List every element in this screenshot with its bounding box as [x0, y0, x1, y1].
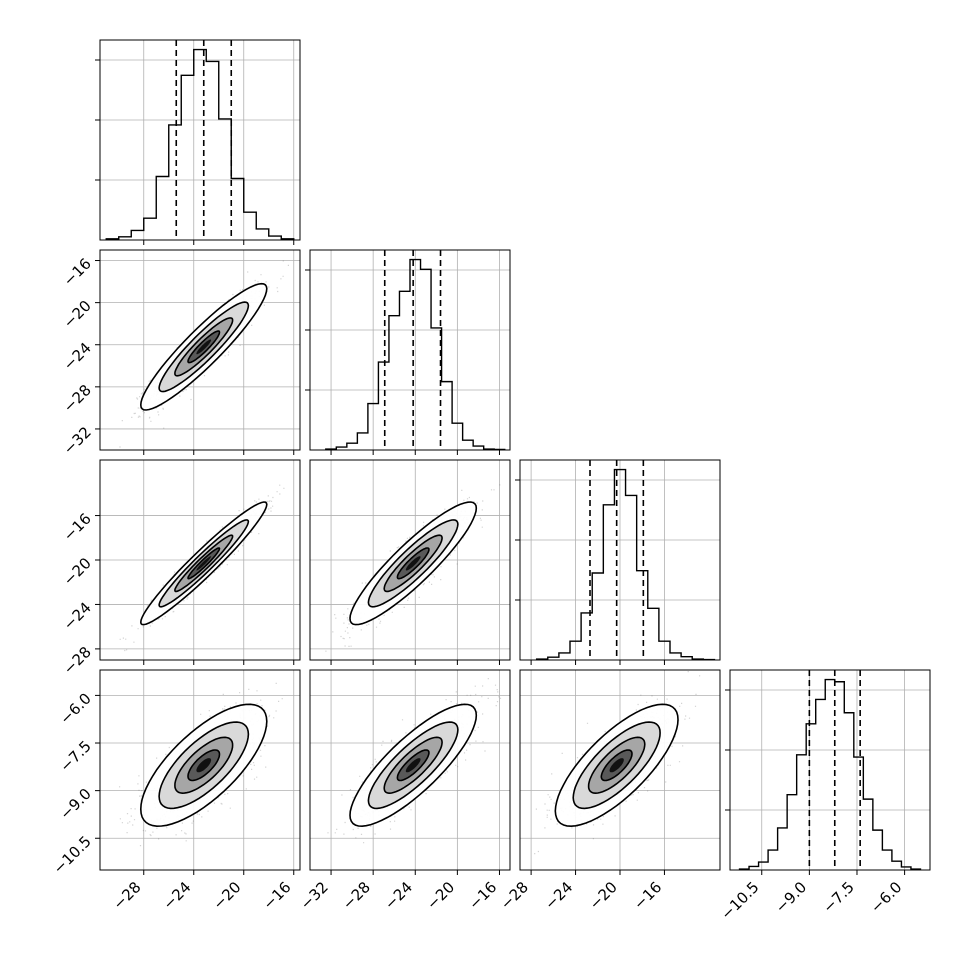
axes-frame	[729, 669, 931, 871]
density-contour	[349, 501, 478, 626]
x-tick-label: −16	[465, 878, 500, 913]
density-layer	[327, 678, 502, 844]
axes-frame	[99, 669, 301, 871]
density-contour	[600, 749, 633, 782]
density-contour	[174, 534, 234, 593]
y-tick-label: −20	[60, 554, 95, 589]
y-tick-label: −24	[60, 339, 95, 374]
density-layer	[119, 460, 300, 652]
histogram-panel-4	[725, 669, 931, 871]
density-contour	[367, 519, 459, 608]
density-contour	[554, 703, 679, 828]
histogram-step	[535, 468, 716, 661]
y-tick-label: −16	[60, 255, 95, 290]
x-tick-label: −6.0	[867, 878, 905, 916]
axes-frame	[309, 459, 511, 661]
density-contour	[383, 736, 443, 795]
histogram-panel-1	[95, 39, 301, 241]
density-fill	[609, 758, 624, 773]
histogram-panel-2	[305, 249, 511, 451]
histogram-step	[325, 258, 506, 451]
y-tick-label: −7.5	[56, 737, 94, 775]
y-tick-label: −10.5	[50, 832, 95, 877]
x-tick-label: −28	[109, 878, 144, 913]
x-tick-label: −9.0	[772, 878, 810, 916]
density-contour	[139, 501, 268, 626]
histogram-step	[738, 678, 922, 870]
x-tick-label: −16	[259, 878, 294, 913]
density-contour	[587, 736, 646, 795]
x-tick-label: −24	[381, 878, 416, 913]
axes-frame	[99, 249, 301, 451]
x-tick-label: −32	[297, 878, 332, 913]
y-tick-label: −28	[60, 381, 95, 416]
scatter-panel-3-2	[309, 459, 511, 661]
histogram-panel-3	[515, 459, 721, 661]
y-tick-label: −6.0	[56, 689, 94, 727]
y-tick-label: −16	[60, 510, 95, 545]
density-layer	[534, 671, 701, 855]
scatter-panel-2-1	[99, 249, 301, 451]
axes-frame	[309, 249, 511, 451]
density-contour	[139, 282, 268, 411]
density-contour	[158, 721, 250, 810]
density-contour	[383, 534, 443, 593]
y-tick-label: −32	[60, 423, 95, 458]
density-contour	[349, 703, 478, 828]
density-contour	[187, 547, 221, 580]
scatter-panel-4-2	[309, 669, 511, 871]
density-fill	[405, 758, 421, 773]
density-layer	[325, 484, 501, 652]
y-tick-label: −20	[60, 297, 95, 332]
density-contour	[187, 330, 221, 364]
y-tick-label: −28	[60, 643, 95, 678]
scatter-panel-3-1	[99, 459, 301, 661]
density-fill	[196, 339, 212, 355]
density-contour	[174, 736, 234, 795]
density-contour	[158, 301, 250, 393]
histogram-step	[105, 48, 295, 240]
y-tick-label: −9.0	[56, 785, 94, 823]
scatter-panel-4-3	[519, 669, 721, 871]
density-fill	[196, 556, 212, 571]
x-tick-label: −16	[630, 878, 665, 913]
axes-frame	[309, 669, 511, 871]
x-tick-label: −10.5	[717, 878, 762, 923]
axes-frame	[99, 39, 301, 241]
x-tick-label: −7.5	[819, 878, 857, 916]
x-tick-label: −20	[586, 878, 621, 913]
x-tick-label: −28	[497, 878, 532, 913]
density-layer	[119, 682, 283, 847]
density-contour	[187, 749, 221, 782]
x-tick-label: −28	[339, 878, 374, 913]
density-contour	[396, 547, 430, 580]
y-tick-label: −24	[60, 599, 95, 634]
x-tick-label: −24	[541, 878, 576, 913]
density-contour	[139, 703, 268, 828]
density-layer	[119, 260, 289, 448]
x-tick-label: −20	[423, 878, 458, 913]
density-fill	[196, 758, 212, 773]
density-fill	[405, 556, 421, 571]
density-contour	[158, 519, 250, 608]
x-tick-label: −20	[209, 878, 244, 913]
density-contour	[396, 749, 430, 782]
scatter-panel-4-1	[99, 669, 301, 871]
density-contour	[572, 721, 661, 810]
density-contour	[174, 317, 234, 377]
x-tick-label: −24	[159, 878, 194, 913]
density-contour	[367, 721, 459, 810]
